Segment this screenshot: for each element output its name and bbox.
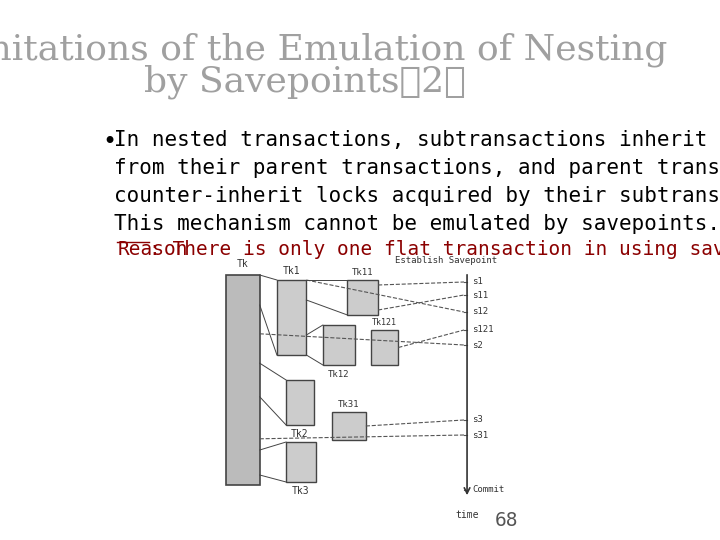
Bar — [332, 412, 366, 440]
Text: by Savepoints（2）: by Savepoints（2） — [143, 65, 465, 99]
Text: : There is only one flat transaction in using savepoints.: : There is only one flat transaction in … — [149, 240, 720, 259]
Text: Reason: Reason — [117, 240, 188, 259]
Text: Tk31: Tk31 — [338, 400, 360, 409]
Text: Tk1: Tk1 — [283, 266, 300, 276]
Text: Tk121: Tk121 — [372, 318, 397, 327]
Text: 68: 68 — [495, 510, 518, 530]
Text: In nested transactions, subtransactions inherit locks
from their parent transact: In nested transactions, subtransactions … — [114, 130, 720, 234]
Bar — [226, 275, 260, 485]
Text: Commit: Commit — [472, 485, 504, 495]
Text: s11: s11 — [472, 291, 488, 300]
Text: s3: s3 — [472, 415, 482, 424]
Text: time: time — [455, 510, 479, 520]
Text: s1: s1 — [472, 278, 482, 287]
Bar — [286, 380, 314, 425]
Bar — [277, 280, 306, 355]
Text: Tk: Tk — [237, 259, 248, 269]
Text: Tk3: Tk3 — [292, 486, 310, 496]
Bar — [348, 280, 378, 315]
Text: Establish Savepoint: Establish Savepoint — [395, 256, 497, 265]
Text: s121: s121 — [472, 326, 493, 334]
Text: •: • — [102, 130, 117, 154]
Bar — [323, 325, 355, 365]
Text: Tk2: Tk2 — [291, 429, 309, 439]
Text: Tk11: Tk11 — [352, 268, 374, 277]
Text: s31: s31 — [472, 430, 488, 440]
Text: Limitations of the Emulation of Nesting: Limitations of the Emulation of Nesting — [0, 33, 667, 68]
Text: Tk12: Tk12 — [328, 370, 350, 379]
Bar — [371, 330, 398, 365]
Text: s12: s12 — [472, 307, 488, 316]
Text: s2: s2 — [472, 341, 482, 349]
Bar — [286, 442, 315, 482]
